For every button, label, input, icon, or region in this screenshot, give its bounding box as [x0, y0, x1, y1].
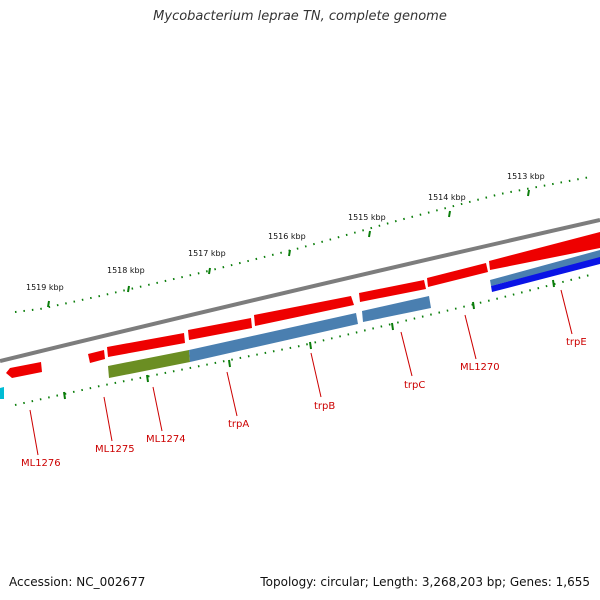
page-title: Mycobacterium leprae TN, complete genome — [153, 9, 447, 24]
leader-line — [226, 371, 238, 417]
major-tick — [472, 301, 475, 310]
leader-line — [103, 396, 113, 442]
gene-arrow — [359, 280, 426, 302]
major-tick — [448, 210, 451, 218]
major-tick — [368, 230, 371, 238]
accession-text: Accession: NC_002677 — [9, 575, 146, 589]
gene-label: trpB — [314, 401, 335, 412]
leader-line — [560, 289, 573, 335]
scale-label: 1513 kbp — [507, 172, 545, 181]
major-tick — [309, 341, 312, 350]
leader-line — [152, 386, 163, 432]
gene-label: trpC — [404, 380, 425, 391]
scale-label: 1519 kbp — [26, 283, 64, 292]
gene-arrow — [489, 232, 600, 270]
major-tick — [63, 391, 66, 400]
outer-scale-dots — [14, 176, 591, 313]
gene-label: ML1275 — [95, 444, 135, 455]
gene-arrow — [107, 333, 185, 357]
major-tick — [47, 300, 50, 308]
major-tick — [208, 267, 211, 275]
gene-arrow — [88, 350, 105, 363]
major-tick — [391, 322, 394, 331]
gene-bar-cyan — [0, 387, 4, 399]
reverse-genes — [0, 250, 600, 399]
gene-arrow — [254, 296, 354, 326]
genome-backbone — [0, 218, 600, 363]
major-tick — [527, 189, 530, 197]
gene-bar-blue — [490, 250, 600, 286]
gene-arrow-red — [6, 362, 42, 378]
scale-label: 1514 kbp — [428, 193, 466, 202]
gene-arrow — [427, 263, 488, 287]
inner-scale-dots — [14, 274, 591, 406]
outer-scale — [14, 176, 591, 313]
leader-line — [310, 352, 322, 398]
gene-bar-blue — [189, 313, 358, 362]
gene-arrow — [188, 318, 252, 340]
scale-label: 1516 kbp — [268, 232, 306, 241]
scale-label: 1515 kbp — [348, 213, 386, 222]
gene-label: ML1270 — [460, 362, 500, 373]
gene-label: trpE — [566, 337, 587, 348]
major-tick — [552, 279, 555, 288]
gene-label: ML1274 — [146, 434, 186, 445]
scale-label: 1517 kbp — [188, 249, 226, 258]
gene-bar-olive — [108, 350, 190, 378]
major-tick — [288, 249, 291, 257]
leader-line — [29, 409, 39, 456]
gene-bar-darkblue — [491, 257, 600, 292]
scale-label: 1518 kbp — [107, 266, 145, 275]
major-tick — [228, 359, 231, 368]
major-tick — [146, 374, 149, 383]
label-leaders — [29, 289, 573, 456]
forward-genes — [88, 232, 600, 363]
major-tick — [127, 285, 130, 293]
inner-scale — [14, 274, 591, 406]
leader-line — [400, 331, 413, 377]
gene-label: ML1276 — [21, 458, 61, 469]
gene-label: trpA — [228, 419, 249, 430]
gene-bar-blue — [362, 296, 431, 322]
genome-summary: Topology: circular; Length: 3,268,203 bp… — [260, 575, 590, 589]
leader-line — [464, 314, 477, 360]
